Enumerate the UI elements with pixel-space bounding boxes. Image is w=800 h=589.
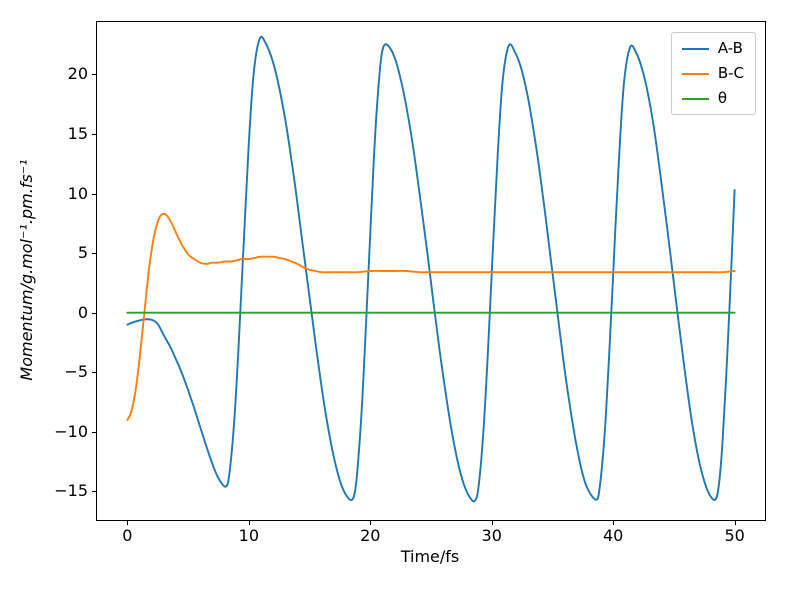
x-tick-mark (613, 520, 615, 525)
series-line-1 (126, 212, 736, 421)
series-line-0 (126, 35, 736, 503)
y-tick-mark (92, 133, 97, 135)
plot-lines-canvas (126, 35, 736, 503)
x-tick-label: 0 (122, 526, 133, 545)
y-axis-label: Momentum/g.mol⁻¹.pm.fs⁻¹ (17, 159, 36, 381)
legend-label: B-C (717, 64, 744, 82)
x-tick-label: 20 (360, 526, 381, 545)
y-tick-label: 5 (77, 243, 88, 263)
x-tick-label: 40 (602, 526, 624, 545)
y-tick-mark (92, 372, 97, 374)
y-tick-label: 0 (77, 302, 88, 322)
y-tick-mark (92, 74, 97, 76)
x-tick-mark (491, 520, 493, 525)
legend-label: θ (717, 89, 727, 107)
legend-item: B-C (681, 64, 744, 82)
x-tick-mark (734, 520, 736, 525)
plot-area: 0 10 20 30 40 50 −15 −10 −5 0 5 10 15 20 A-B B-C θ (54, 21, 766, 544)
x-axis-label: Time/fs (400, 547, 460, 566)
legend-label: A-B (717, 39, 743, 57)
y-tick-mark (92, 253, 97, 255)
x-tick-label: 10 (238, 526, 259, 545)
y-tick-mark (92, 193, 97, 195)
legend-line-swatch (681, 47, 709, 50)
legend-item: θ (681, 89, 744, 107)
legend: A-B B-C θ (670, 32, 756, 115)
y-tick-label: −15 (54, 481, 88, 501)
y-tick-label: −5 (64, 362, 88, 382)
y-tick-mark (92, 312, 97, 314)
x-tick-mark (248, 520, 250, 525)
y-tick-label: −10 (54, 421, 88, 441)
y-tick-mark (92, 431, 97, 433)
x-tick-mark (370, 520, 372, 525)
legend-line-swatch (681, 72, 709, 75)
legend-item: A-B (681, 39, 744, 57)
x-tick-mark (127, 520, 129, 525)
x-axis-label-row: Time/fs (96, 547, 764, 566)
y-tick-label: 20 (67, 64, 88, 84)
y-tick-mark (92, 491, 97, 493)
legend-line-swatch (681, 97, 709, 100)
x-tick-label: 50 (724, 526, 745, 545)
y-tick-label: 10 (67, 183, 88, 203)
y-tick-label: 15 (67, 123, 88, 143)
x-tick-label: 30 (481, 526, 502, 545)
